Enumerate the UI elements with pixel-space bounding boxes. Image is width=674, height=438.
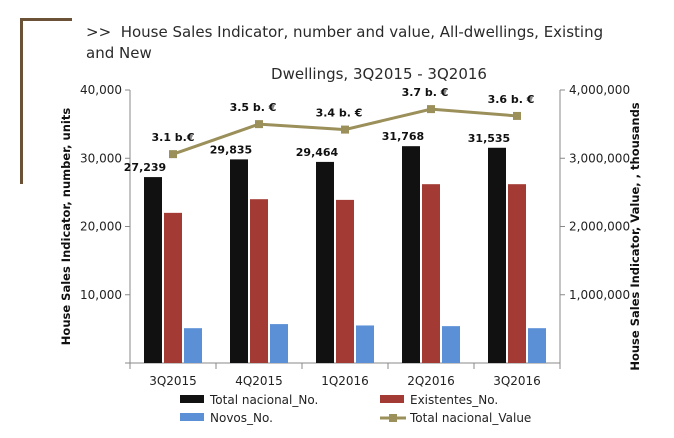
y-tick-label-left: 30,000 bbox=[80, 151, 122, 165]
title-prefix: >> bbox=[86, 23, 112, 41]
bar-data-label: 29,835 bbox=[210, 143, 252, 156]
legend-label: Existentes_No. bbox=[410, 393, 498, 407]
bar-total-nacional-no bbox=[230, 159, 248, 363]
line-point-marker bbox=[427, 105, 435, 114]
y-axis-title-right: House Sales Indicator, Value, , thousand… bbox=[628, 102, 642, 370]
bar-novos-no bbox=[184, 328, 202, 363]
bar-total-nacional-no bbox=[316, 161, 334, 363]
bar-total-nacional-no bbox=[488, 147, 506, 363]
bar-existentes-no bbox=[422, 184, 440, 363]
decorative-frame-top bbox=[20, 18, 72, 21]
bar-novos-no bbox=[528, 328, 546, 363]
legend-swatch bbox=[380, 395, 404, 403]
bar-novos-no bbox=[356, 325, 374, 363]
bar-existentes-no bbox=[508, 184, 526, 363]
bar-novos-no bbox=[442, 326, 460, 363]
line-data-label: 3.5 b. € bbox=[230, 101, 277, 114]
legend-swatch bbox=[180, 395, 204, 403]
y-tick-label-right: 1,000,000 bbox=[569, 288, 630, 302]
bar-total-nacional-no bbox=[402, 146, 420, 363]
line-data-label: 3.1 b.€ bbox=[151, 131, 194, 144]
x-tick-label: 1Q2016 bbox=[321, 374, 369, 388]
bar-total-nacional-no bbox=[144, 177, 162, 363]
title-text-line1: House Sales Indicator, number and value,… bbox=[86, 23, 604, 62]
bar-data-label: 31,768 bbox=[382, 130, 424, 143]
legend-line-marker bbox=[389, 414, 397, 422]
x-tick-label: 3Q2015 bbox=[149, 374, 197, 388]
line-point-marker bbox=[341, 125, 349, 134]
bar-data-label: 29,464 bbox=[296, 146, 339, 159]
chart-title: >> House Sales Indicator, number and val… bbox=[84, 22, 634, 85]
x-tick-label: 3Q2016 bbox=[493, 374, 541, 388]
y-tick-label-right: 3,000,000 bbox=[569, 151, 630, 165]
chart-title-line2: Dwellings, 3Q2015 - 3Q2016 bbox=[271, 65, 487, 83]
y-tick-label-left: 20,000 bbox=[80, 220, 122, 234]
line-point-marker bbox=[255, 120, 263, 129]
x-tick-label: 4Q2015 bbox=[235, 374, 283, 388]
line-point-marker bbox=[513, 111, 521, 120]
bar-data-label: 31,535 bbox=[468, 132, 510, 145]
y-tick-label-left: 40,000 bbox=[80, 83, 122, 97]
y-axis-title-left: House Sales Indicator, number, units bbox=[59, 108, 73, 346]
chart-title-line1: >> House Sales Indicator, number and val… bbox=[84, 22, 634, 64]
legend-label: Total nacional_No. bbox=[209, 393, 318, 407]
y-tick-label-left: 10,000 bbox=[80, 288, 122, 302]
bar-existentes-no bbox=[164, 212, 182, 363]
bar-existentes-no bbox=[336, 199, 354, 363]
bar-data-label: 27,239 bbox=[124, 161, 166, 174]
legend-label: Total nacional_Value bbox=[409, 411, 531, 425]
decorative-frame-left bbox=[20, 18, 23, 184]
bar-novos-no bbox=[270, 324, 288, 363]
legend-label: Novos_No. bbox=[210, 411, 273, 425]
x-tick-label: 2Q2016 bbox=[407, 374, 455, 388]
y-tick-label-right: 2,000,000 bbox=[569, 220, 630, 234]
legend-swatch bbox=[180, 413, 204, 421]
line-data-label: 3.6 b. € bbox=[488, 93, 535, 106]
line-data-label: 3.4 b. € bbox=[316, 107, 363, 120]
line-point-marker bbox=[169, 150, 177, 159]
y-tick-label-right: 4,000,000 bbox=[569, 83, 630, 97]
line-data-label: 3.7 b. € bbox=[402, 86, 449, 99]
bar-existentes-no bbox=[250, 199, 268, 363]
